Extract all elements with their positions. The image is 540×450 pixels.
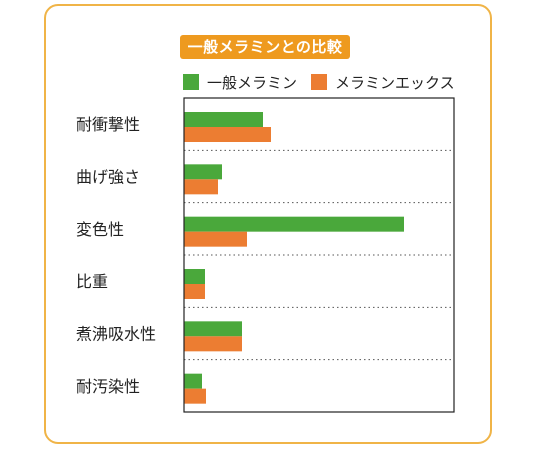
category-label: 比重 [76,272,108,291]
bar-series1 [184,269,205,284]
legend-swatch-series1 [183,74,199,90]
bar-series2 [184,284,205,299]
category-label: 変色性 [76,220,124,239]
bar-series1 [184,164,222,180]
legend-label-series1: 一般メラミン [207,73,298,92]
legend-item-series1: 一般メラミン [183,72,297,93]
legend: 一般メラミン メラミンエックス [183,72,469,92]
bar-series1 [184,321,242,337]
bar-series1 [184,216,404,232]
bar-series2 [184,388,206,404]
bar-series2 [184,127,271,142]
legend-label-series2: メラミンエックス [335,73,455,92]
legend-item-series2: メラミンエックス [311,72,455,93]
category-label: 煮沸吸水性 [76,325,156,344]
plot-frame [183,97,455,413]
category-label: 曲げ強さ [76,168,140,187]
category-label: 耐汚染性 [76,377,140,396]
chart-title-badge: 一般メラミンとの比較 [180,35,350,59]
bar-series2 [184,179,218,195]
bar-series2 [184,231,247,247]
bar-series1 [184,112,263,127]
bar-series2 [184,336,242,352]
legend-swatch-series2 [311,74,328,90]
category-label: 耐衝撃性 [76,115,140,134]
bar-series1 [184,373,202,389]
